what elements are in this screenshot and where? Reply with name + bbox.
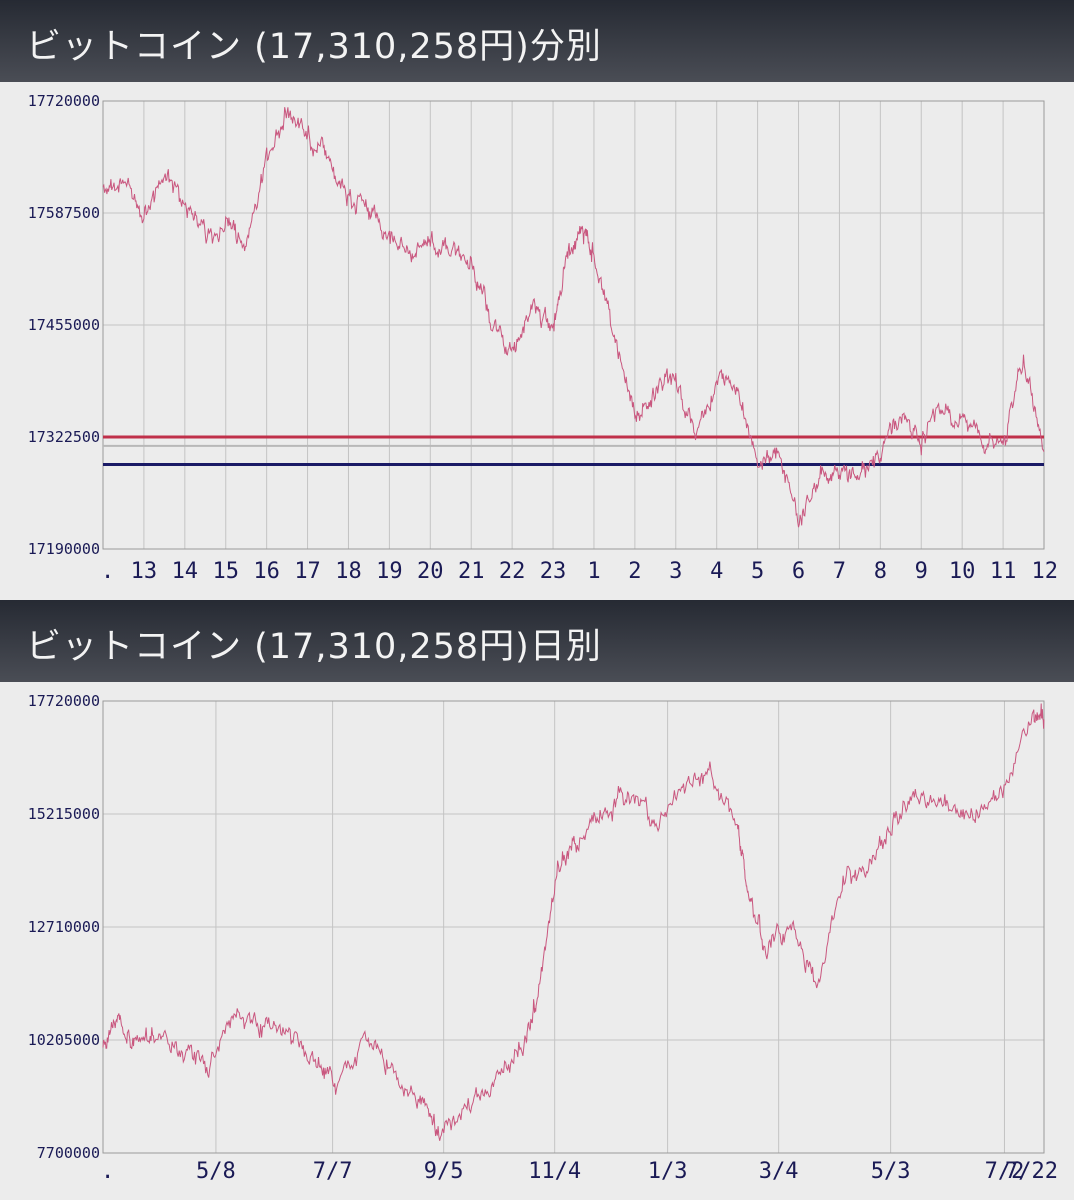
minute-chart-header: ビットコイン (17,310,258円)分別	[0, 0, 1074, 82]
gridlines	[103, 100, 1045, 550]
daily-chart-svg: 17720000 15215000 12710000 10205000 7700000.…	[28, 692, 1058, 1184]
price-series-line	[102, 107, 1045, 528]
daily-chart-area: 17720000 15215000 12710000 10205000 7700000.…	[0, 682, 1074, 1200]
y-tick-label: 17587500	[28, 204, 100, 222]
y-tick-label: 17322500	[28, 428, 100, 446]
x-tick-label: 15	[212, 559, 239, 584]
x-tick-label: 11	[990, 559, 1017, 584]
gridlines	[103, 700, 1045, 1154]
daily-chart-header: ビットコイン (17,310,258円)日別	[0, 600, 1074, 682]
x-tick-label: 10	[949, 559, 976, 584]
y-tick-label: 17720000	[28, 92, 100, 110]
x-tick-label: 3/4	[759, 1159, 799, 1184]
x-tick-label: 7/7	[313, 1159, 353, 1184]
x-tick-label: 9/5	[424, 1159, 464, 1184]
minute-chart-svg: 17720000 17587500 17455000 17322500 17190000…	[28, 92, 1059, 584]
x-tick-label: 19	[376, 559, 403, 584]
y-tick-label: 10205000	[28, 1031, 100, 1049]
y-tick-label: 17720000	[28, 692, 100, 710]
x-tick-label: 23	[540, 559, 567, 584]
minute-chart-area: 17720000 17587500 17455000 17322500 17190000…	[0, 82, 1074, 600]
x-tick-label: 13	[131, 559, 158, 584]
x-tick-label: 16	[253, 559, 280, 584]
x-tick-label: 8	[874, 559, 887, 584]
x-tick-label: 5	[751, 559, 764, 584]
y-tick-label: 15215000	[28, 805, 100, 823]
minute-chart-panel: ビットコイン (17,310,258円)分別 17720000 17587500 1…	[0, 0, 1074, 600]
minute-chart-title: ビットコイン (17,310,258円)分別	[26, 27, 602, 67]
x-tick-label: 5/8	[196, 1159, 236, 1184]
price-series-line	[102, 703, 1045, 1141]
x-tick-label: 1/3	[648, 1159, 688, 1184]
x-tick-label: 2	[628, 559, 641, 584]
x-tick-label: 18	[335, 559, 362, 584]
daily-chart-panel: ビットコイン (17,310,258円)日別 17720000 15215000 1…	[0, 600, 1074, 1200]
x-tick-label: 3	[669, 559, 682, 584]
plot-frame	[102, 700, 1045, 1154]
x-tick-label: 1	[587, 559, 600, 584]
x-tick-label: 6	[792, 559, 805, 584]
x-tick-label: 4	[710, 559, 723, 584]
y-tick-label: 17455000	[28, 316, 100, 334]
x-tick-label: 20	[417, 559, 444, 584]
x-tick-label: 17	[294, 559, 321, 584]
x-tick-label: 22	[499, 559, 526, 584]
daily-chart-title: ビットコイン (17,310,258円)日別	[26, 627, 602, 667]
y-tick-label: 7700000	[37, 1144, 100, 1162]
x-tick-label: 5/3	[871, 1159, 911, 1184]
y-tick-label: 17190000	[28, 540, 100, 558]
y-tick-label: 12710000	[28, 918, 100, 936]
x-tick-label: 7/22	[1005, 1159, 1058, 1184]
x-tick-label: 9	[915, 559, 928, 584]
x-tick-label: 7/2	[985, 1159, 1025, 1184]
x-tick-label: 7	[833, 559, 846, 584]
x-tick-label: 14	[172, 559, 199, 584]
x-tick-label: .	[101, 1159, 114, 1184]
x-tick-label: .	[101, 559, 114, 584]
plot-frame	[102, 100, 1045, 550]
x-tick-label: 21	[458, 559, 485, 584]
x-tick-label: 12	[1032, 559, 1059, 584]
x-tick-label: 11/4	[528, 1159, 581, 1184]
